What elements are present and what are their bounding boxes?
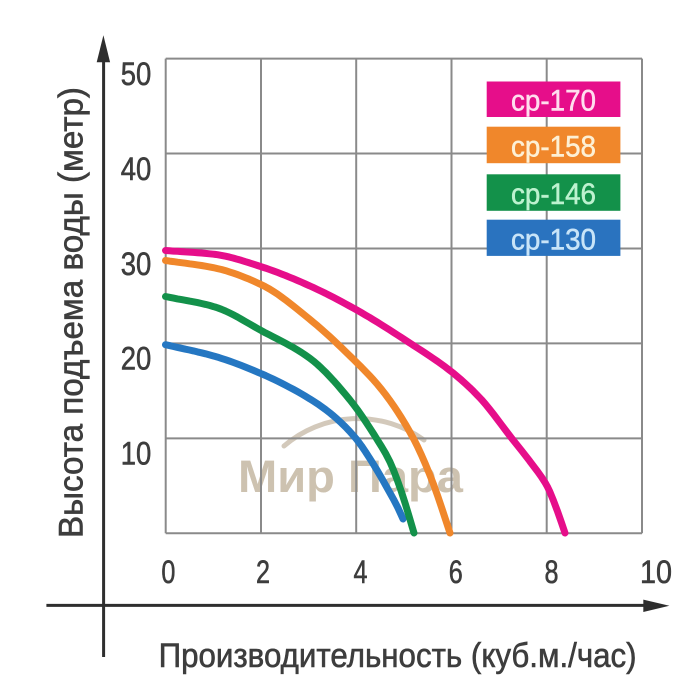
svg-text:10: 10	[640, 554, 672, 590]
svg-text:20: 20	[121, 341, 152, 377]
svg-text:10: 10	[121, 436, 152, 472]
svg-text:ср-130: ср-130	[511, 224, 596, 257]
svg-text:0: 0	[161, 554, 175, 590]
svg-text:6: 6	[449, 554, 463, 590]
svg-text:ср-158: ср-158	[511, 131, 596, 164]
svg-text:30: 30	[121, 246, 152, 282]
svg-text:ср-146: ср-146	[511, 178, 596, 211]
svg-text:2: 2	[256, 554, 270, 590]
svg-text:40: 40	[121, 151, 152, 187]
svg-text:4: 4	[354, 554, 368, 590]
svg-text:8: 8	[545, 554, 559, 590]
svg-text:Производительность (куб.м./час: Производительность (куб.м./час)	[159, 637, 637, 675]
svg-text:Высота подъема воды (метр): Высота подъема воды (метр)	[53, 87, 91, 538]
svg-text:50: 50	[121, 56, 152, 92]
svg-text:ср-170: ср-170	[511, 85, 596, 118]
